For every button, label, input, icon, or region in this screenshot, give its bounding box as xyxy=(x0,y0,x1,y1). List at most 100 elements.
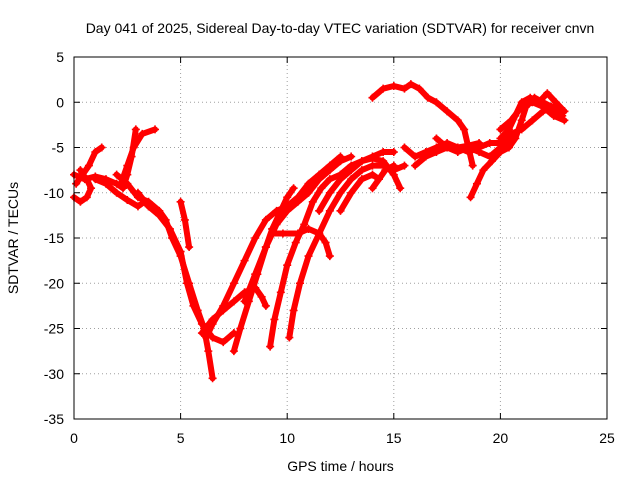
chart-title: Day 041 of 2025, Sidereal Day-to-day VTE… xyxy=(86,20,595,36)
data-point xyxy=(72,179,81,188)
data-point xyxy=(432,148,441,157)
data-point xyxy=(379,157,388,166)
data-point xyxy=(528,98,537,107)
series-track-09 xyxy=(203,153,344,341)
data-point xyxy=(266,342,275,351)
data-point xyxy=(289,306,298,315)
data-point xyxy=(219,306,228,315)
data-point xyxy=(276,288,285,297)
data-point xyxy=(325,206,334,215)
data-point xyxy=(507,116,516,125)
data-point xyxy=(475,148,484,157)
data-point xyxy=(475,138,484,147)
series-track-10 xyxy=(198,284,269,336)
series-track-13 xyxy=(269,185,297,232)
data-point xyxy=(291,238,300,247)
data-point xyxy=(176,197,185,206)
data-point xyxy=(423,93,432,102)
y-tick-label: -10 xyxy=(44,185,64,201)
data-point xyxy=(176,247,185,256)
data-point xyxy=(517,102,526,111)
data-point xyxy=(129,143,138,152)
data-point xyxy=(138,129,147,138)
data-point xyxy=(268,229,277,238)
data-point xyxy=(91,148,100,157)
data-point xyxy=(240,256,249,265)
data-point xyxy=(389,161,398,170)
data-point xyxy=(460,125,469,134)
data-point xyxy=(379,148,388,157)
data-point xyxy=(197,329,206,338)
data-point xyxy=(347,152,356,161)
data-point xyxy=(368,93,377,102)
data-point xyxy=(283,193,292,202)
data-point xyxy=(204,347,213,356)
data-point xyxy=(432,134,441,143)
data-point xyxy=(325,166,334,175)
data-point xyxy=(180,215,189,224)
y-tick-label: 5 xyxy=(56,49,64,65)
data-point xyxy=(219,338,228,347)
data-point xyxy=(443,107,452,116)
data-point xyxy=(389,81,398,90)
x-tick-label: 20 xyxy=(493,430,509,446)
data-point xyxy=(432,98,441,107)
x-tick-label: 0 xyxy=(70,430,78,446)
series-track-12 xyxy=(241,225,276,305)
data-point xyxy=(97,143,106,152)
data-point xyxy=(112,188,121,197)
data-point xyxy=(549,111,558,120)
data-point xyxy=(229,297,238,306)
data-point xyxy=(278,229,287,238)
data-point xyxy=(411,152,420,161)
data-point xyxy=(208,315,217,324)
data-point xyxy=(485,138,494,147)
data-point xyxy=(151,125,160,134)
data-point xyxy=(315,206,324,215)
data-point xyxy=(496,148,505,157)
data-point xyxy=(389,170,398,179)
data-point xyxy=(270,315,279,324)
y-tick-label: -20 xyxy=(44,275,64,291)
data-point xyxy=(197,319,206,328)
data-point xyxy=(336,206,345,215)
data-point xyxy=(479,166,488,175)
data-point xyxy=(304,252,313,261)
data-point xyxy=(466,193,475,202)
data-point xyxy=(336,188,345,197)
data-point xyxy=(202,333,211,342)
data-point xyxy=(261,215,270,224)
x-tick-label: 5 xyxy=(177,430,185,446)
data-point xyxy=(131,125,140,134)
data-point xyxy=(300,220,309,229)
data-point xyxy=(347,166,356,175)
data-point xyxy=(357,157,366,166)
data-point xyxy=(76,197,85,206)
data-point xyxy=(468,161,477,170)
x-tick-label: 10 xyxy=(279,430,295,446)
series-track-05 xyxy=(117,126,158,187)
y-axis-label: SDTVAR / TECUs xyxy=(5,182,21,294)
data-point xyxy=(368,184,377,193)
data-point xyxy=(325,175,334,184)
axis-ticks: 0 5 10 15 20 25 5 0 -5 -10 -15 -20 -25 -30 -35 xyxy=(44,49,615,446)
data-point xyxy=(381,166,390,175)
data-point xyxy=(133,202,142,211)
data-point xyxy=(374,175,383,184)
data-point xyxy=(496,125,505,134)
data-point xyxy=(304,179,313,188)
data-point xyxy=(551,98,560,107)
y-tick-label: -25 xyxy=(44,321,64,337)
data-point xyxy=(236,324,245,333)
data-point xyxy=(496,134,505,143)
data-point xyxy=(251,234,260,242)
x-tick-label: 25 xyxy=(599,430,615,446)
data-point xyxy=(123,195,132,204)
y-tick-label: -35 xyxy=(44,411,64,427)
data-point xyxy=(368,161,377,170)
data-point xyxy=(123,161,132,170)
data-point xyxy=(517,116,526,125)
data-point xyxy=(112,170,121,179)
data-point xyxy=(123,179,132,188)
data-point xyxy=(504,125,513,134)
